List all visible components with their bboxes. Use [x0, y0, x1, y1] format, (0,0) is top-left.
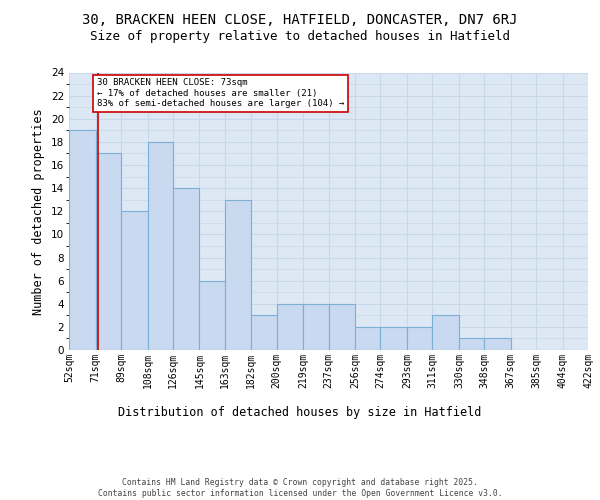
Bar [407, 327, 432, 350]
Text: Distribution of detached houses by size in Hatfield: Distribution of detached houses by size … [118, 406, 482, 419]
Bar [95, 154, 121, 350]
Text: 30 BRACKEN HEEN CLOSE: 73sqm
← 17% of detached houses are smaller (21)
83% of se: 30 BRACKEN HEEN CLOSE: 73sqm ← 17% of de… [97, 78, 344, 108]
Bar [303, 304, 329, 350]
Text: 30, BRACKEN HEEN CLOSE, HATFIELD, DONCASTER, DN7 6RJ: 30, BRACKEN HEEN CLOSE, HATFIELD, DONCAS… [82, 12, 518, 26]
Bar [199, 280, 225, 350]
Bar [484, 338, 511, 350]
Bar [432, 316, 459, 350]
Text: Contains HM Land Registry data © Crown copyright and database right 2025.
Contai: Contains HM Land Registry data © Crown c… [98, 478, 502, 498]
Bar [277, 304, 303, 350]
Bar [251, 316, 277, 350]
Bar [173, 188, 199, 350]
Bar [225, 200, 251, 350]
Y-axis label: Number of detached properties: Number of detached properties [32, 108, 46, 314]
Bar [148, 142, 173, 350]
Text: Size of property relative to detached houses in Hatfield: Size of property relative to detached ho… [90, 30, 510, 43]
Bar [329, 304, 355, 350]
Bar [355, 327, 380, 350]
Bar [380, 327, 407, 350]
Bar [69, 130, 95, 350]
Bar [121, 211, 148, 350]
Bar [459, 338, 484, 350]
